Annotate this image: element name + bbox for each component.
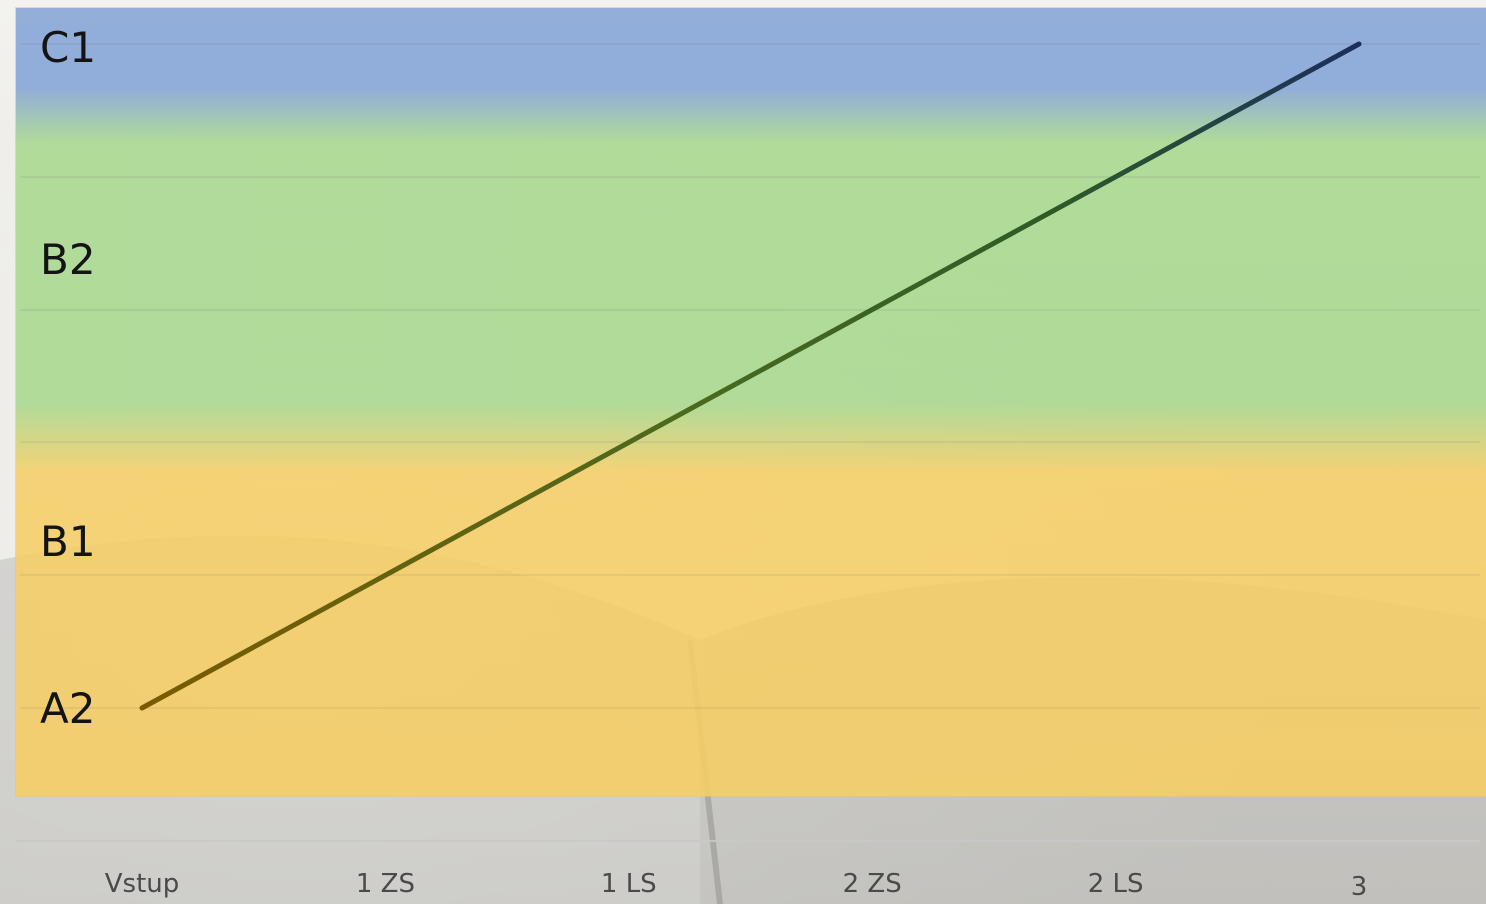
x-tick-label: 1 ZS — [356, 869, 415, 899]
x-tick-label: 2 ZS — [843, 869, 902, 899]
y-level-label-b1: B1 — [40, 517, 96, 566]
plot-area-level-bands — [16, 8, 1486, 796]
x-tick-label: 1 LS — [601, 869, 657, 899]
y-level-label-c1: C1 — [40, 23, 96, 72]
x-tick-labels: Vstup 1 ZS 1 LS 2 ZS 2 LS 3 — [105, 869, 1368, 902]
y-level-label-a2: A2 — [40, 684, 95, 733]
x-tick-label: 2 LS — [1088, 869, 1144, 899]
series-line-0 — [139, 41, 1362, 711]
x-tick-label: 3 — [1351, 872, 1368, 902]
y-level-labels: A2 B1 B2 C1 — [40, 23, 96, 733]
series-lines — [139, 41, 1362, 711]
x-tick-label: Vstup — [105, 869, 180, 899]
gridlines — [20, 43, 1480, 709]
y-level-label-b2: B2 — [40, 235, 96, 284]
